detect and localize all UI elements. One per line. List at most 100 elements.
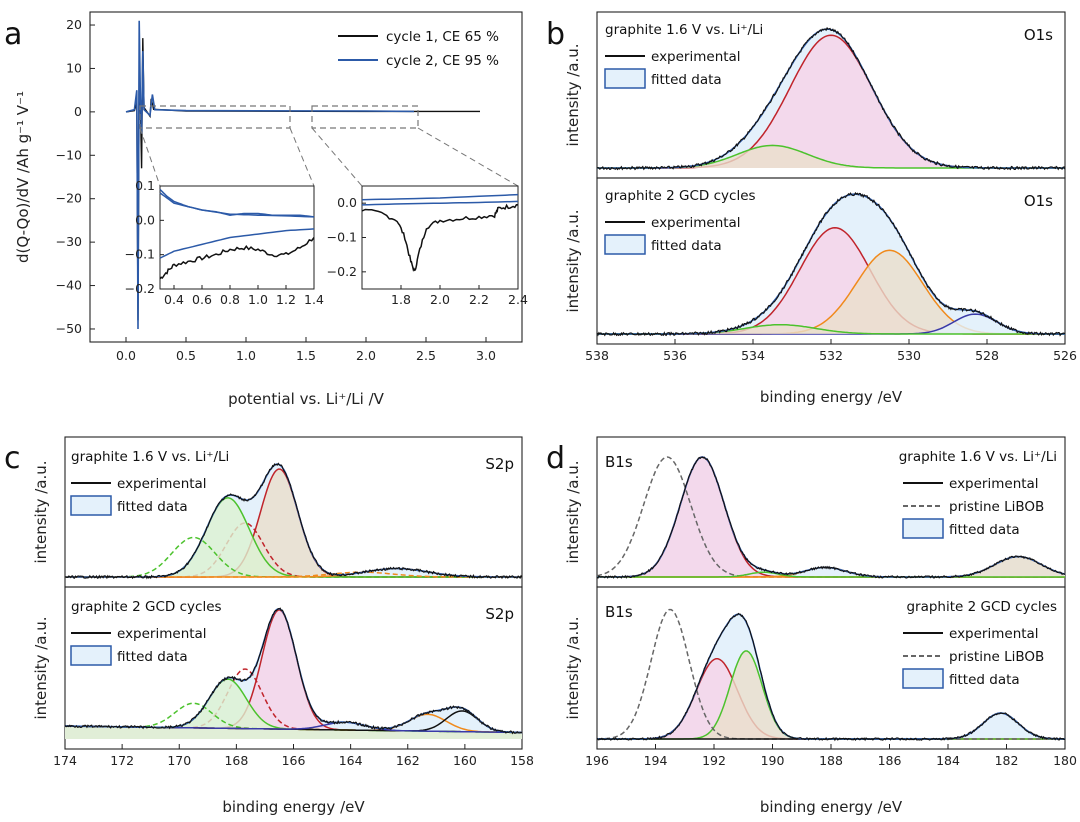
panel-c-sub1-peak-fill-0 — [65, 610, 522, 739]
panel-c-sub0-legend-label-1: fitted data — [117, 499, 188, 515]
panel-a-inset-0-xtick-label-5: 1.4 — [304, 292, 324, 307]
panel-a-inset-0-xtick-label-3: 1.0 — [248, 292, 268, 307]
panel-c-sub1-ylabel: intensity /a.u. — [32, 616, 50, 719]
panel-c-sub0-legend-label-0: experimental — [117, 476, 207, 492]
panel-b-sub1-legend-label-1: fitted data — [651, 238, 722, 254]
x-tick-label-b-1: 536 — [663, 348, 687, 363]
panel-b-sub0-peak-fill-0 — [597, 35, 1065, 169]
panel-d-sub0-peak-fill-0 — [597, 457, 1065, 577]
panel-a-series-1 — [125, 20, 415, 330]
x-tick-label-c-3: 168 — [224, 753, 248, 768]
panel-b-xlabel: binding energy /eV — [760, 388, 903, 406]
panel-d-sub0-peak-fill-3 — [597, 556, 1065, 577]
panel-c-sub0-peak-fill-0 — [65, 469, 522, 577]
panel-a-letter: a — [4, 17, 22, 52]
panel-a-legend-label-1: cycle 2, CE 95 % — [386, 53, 499, 69]
panel-b-sub1-experimental — [596, 191, 1066, 337]
panel-b-sub1-ylabel: intensity /a.u. — [564, 209, 582, 312]
panel-c-sub0-title: graphite 1.6 V vs. Li⁺/Li — [71, 449, 229, 465]
panel-c-sub0-experimental — [64, 462, 523, 580]
panel-b-sub1-peak-fill-2 — [597, 314, 1065, 334]
panel-a-inset-0-series-0 — [159, 237, 315, 280]
panel-a-ylabel: d(Q-Qo)/dV /Ah g⁻¹ V⁻¹ — [14, 91, 32, 263]
panel-c-sub1-legend-label-1: fitted data — [117, 649, 188, 665]
panel-a-legend-label-0: cycle 1, CE 65 % — [386, 29, 499, 45]
panel-a-inset-1-xtick-label-2: 2.2 — [469, 292, 489, 307]
x-tick-label-b-6: 526 — [1053, 348, 1077, 363]
panel-b-sub1-tag: O1s — [1024, 192, 1053, 210]
panel-c-sub0-legend-swatch-1 — [70, 495, 112, 516]
panel-d-letter: d — [546, 441, 565, 476]
panel-c-sub0-ylabel: intensity /a.u. — [32, 460, 50, 563]
panel-c-sub1-experimental — [64, 607, 523, 735]
panel-b-sub0-title: graphite 1.6 V vs. Li⁺/Li — [605, 22, 763, 38]
panel-d-sub0-experimental — [596, 456, 1066, 579]
panel-d-sub0-legend-swatch-2 — [902, 518, 944, 539]
panel-d-sub0-title: B1s — [605, 453, 633, 471]
panel-a-zoom-box-1 — [139, 105, 291, 129]
panel-a-xtick-label-6: 3.0 — [476, 348, 496, 363]
panel-a-inset-0-ytick-label-1: 0.0 — [135, 212, 155, 227]
panel-a-xtick-label-1: 0.5 — [176, 348, 196, 363]
panel-a-ytick-label-5: −30 — [56, 234, 82, 249]
panel-c-xlabel: binding energy /eV — [222, 798, 365, 816]
panel-a-inset-1-series-1 — [361, 200, 519, 206]
panel-b-sub1-peak-fill-3 — [597, 324, 1065, 334]
panel-a-inset-1-series-2 — [361, 193, 519, 201]
panel-a-inset-0-xtick-label-0: 0.4 — [164, 292, 184, 307]
panel-d-sub1-legend-label-1: pristine LiBOB — [949, 649, 1044, 665]
x-tick-label-c-6: 162 — [396, 753, 420, 768]
panel-a-inset-1-xtick-label-3: 2.4 — [508, 292, 528, 307]
panel-d-xlabel: binding energy /eV — [760, 798, 903, 816]
panel-a-xtick-label-4: 2.0 — [356, 348, 376, 363]
panel-a-inset-0-xtick-label-4: 1.2 — [276, 292, 296, 307]
panel-b-sub1-peak-fill-0 — [597, 227, 1065, 334]
x-tick-label-b-2: 534 — [741, 348, 765, 363]
panel-d-sub1-legend-label-2: fitted data — [949, 672, 1020, 688]
panel-a-inset-0-xtick-label-2: 0.8 — [220, 292, 240, 307]
panel-a-inset-0-ytick-label-0: 0.1 — [135, 178, 155, 193]
panel-a-inset-0-series-3 — [159, 192, 315, 218]
panel-b-sub0-experimental — [596, 26, 1066, 171]
panel-a-ytick-label-7: −50 — [56, 321, 82, 336]
panel-a-inset-0-xtick-label-1: 0.6 — [192, 292, 212, 307]
panel-c-letter: c — [4, 441, 21, 476]
panel-a-xtick-label-5: 2.5 — [416, 348, 436, 363]
panel-a-zoom-link-1b — [289, 127, 315, 187]
panel-a-zoom-link-1a — [139, 127, 161, 187]
panel-b-sub0-legend-label-0: experimental — [651, 49, 741, 65]
x-tick-label-d-8: 180 — [1053, 753, 1077, 768]
x-tick-label-d-5: 186 — [878, 753, 902, 768]
panel-d-sub0-ylabel: intensity /a.u. — [564, 460, 582, 563]
panel-d-sub1-tag: graphite 2 GCD cycles — [906, 599, 1057, 615]
x-tick-label-d-1: 194 — [644, 753, 668, 768]
panel-a-inset-0-ytick-label-2: −0.1 — [125, 247, 155, 262]
panel-d-sub1-peak-fill-0 — [597, 658, 1065, 739]
panel-a-inset-0-series-1 — [159, 228, 315, 259]
panel-b-sub0-peak-fill-1 — [597, 145, 1065, 168]
panel-d-sub0-legend-label-1: pristine LiBOB — [949, 499, 1044, 515]
panel-b-sub0-ylabel: intensity /a.u. — [564, 43, 582, 146]
panel-c-sub1-peak-fill-2 — [65, 679, 522, 739]
panel-a-xtick-label-2: 1.0 — [236, 348, 256, 363]
panel-a-ytick-label-3: −10 — [56, 147, 82, 162]
panel-d-sub1-legend-label-0: experimental — [949, 626, 1039, 642]
panel-a-ytick-label-4: −20 — [56, 191, 82, 206]
panel-d-sub0-legend-label-2: fitted data — [949, 522, 1020, 538]
x-tick-label-c-2: 170 — [167, 753, 191, 768]
x-tick-label-d-3: 190 — [761, 753, 785, 768]
panel-d-sub1-title: B1s — [605, 603, 633, 621]
panel-d-sub1-experimental — [596, 612, 1066, 742]
panel-c-sub0-peak-line-3 — [65, 536, 522, 578]
panel-a-inset-1-ytick-label-1: −0.1 — [327, 230, 357, 245]
x-tick-label-c-7: 160 — [453, 753, 477, 768]
x-tick-label-d-7: 182 — [995, 753, 1019, 768]
panel-d-sub1-ylabel: intensity /a.u. — [564, 616, 582, 719]
panel-b-sub0-tag: O1s — [1024, 26, 1053, 44]
x-tick-label-d-0: 196 — [585, 753, 609, 768]
panel-a-inset-0-frame — [159, 185, 315, 290]
x-tick-label-c-4: 166 — [282, 753, 306, 768]
panel-a-zoom-link-2a — [311, 127, 363, 187]
panel-a-inset-1-xtick-label-1: 2.0 — [430, 292, 450, 307]
